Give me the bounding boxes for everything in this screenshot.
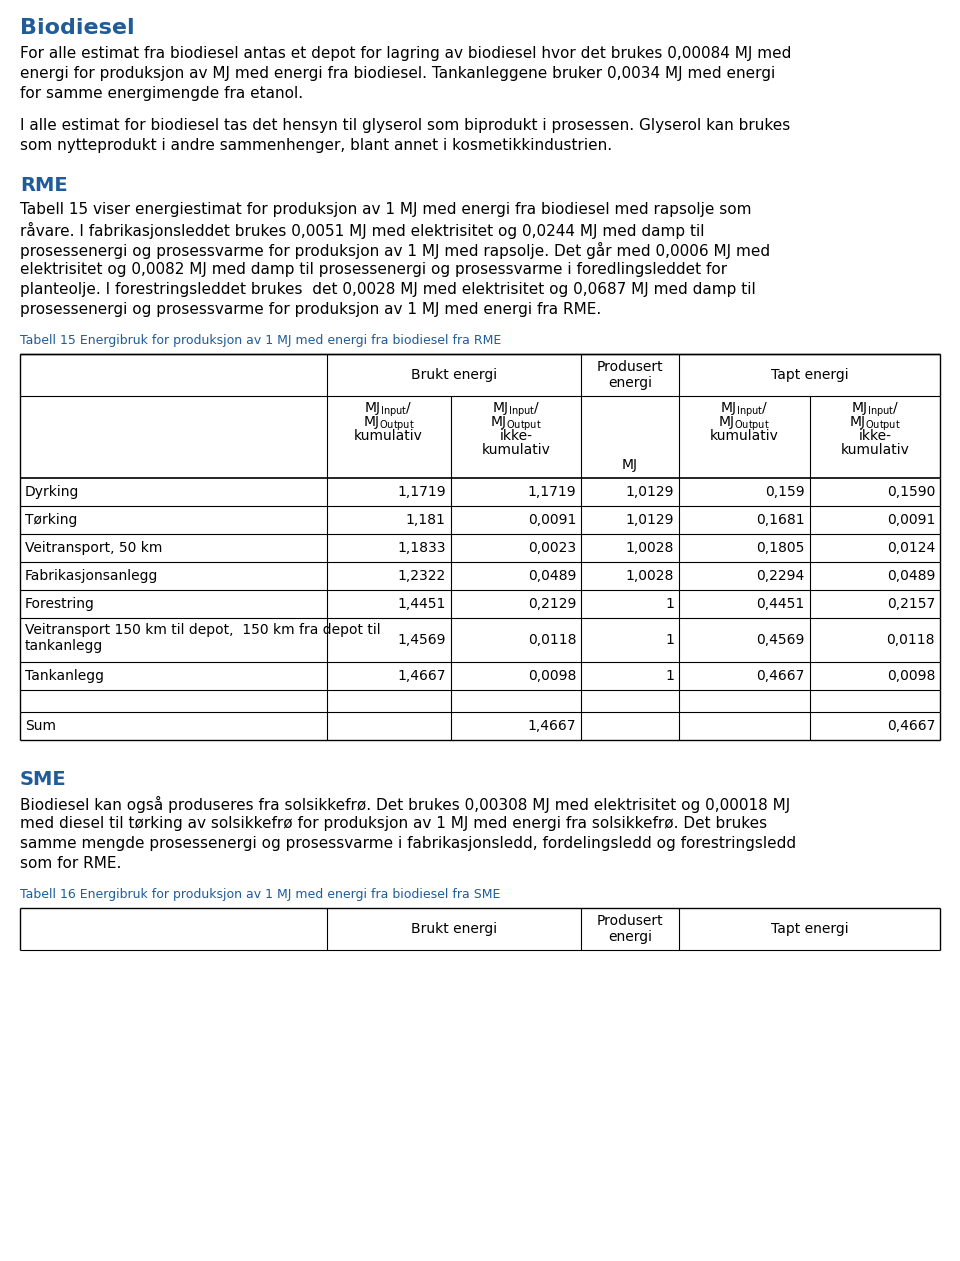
Text: 1: 1: [665, 596, 674, 612]
Text: Tapt energi: Tapt energi: [771, 368, 849, 382]
Text: RME: RME: [20, 177, 67, 195]
Text: Tabell 15 viser energiestimat for produksjon av 1 MJ med energi fra biodiesel me: Tabell 15 viser energiestimat for produk…: [20, 202, 752, 217]
Text: Produsert
energi: Produsert energi: [597, 914, 663, 944]
Text: tankanlegg: tankanlegg: [25, 639, 104, 653]
Text: 0,0023: 0,0023: [528, 541, 576, 555]
Text: 0,4667: 0,4667: [756, 670, 804, 683]
Text: 0,1681: 0,1681: [756, 513, 804, 527]
Text: 0,0091: 0,0091: [887, 513, 935, 527]
Text: For alle estimat fra biodiesel antas et depot for lagring av biodiesel hvor det : For alle estimat fra biodiesel antas et …: [20, 45, 791, 61]
Text: 1,4569: 1,4569: [397, 633, 445, 647]
Text: 0,0098: 0,0098: [528, 670, 576, 683]
Text: energi for produksjon av MJ med energi fra biodiesel. Tankanleggene bruker 0,003: energi for produksjon av MJ med energi f…: [20, 66, 776, 81]
Text: 1,0129: 1,0129: [626, 485, 674, 499]
Text: 0,0098: 0,0098: [887, 670, 935, 683]
Text: Fabrikasjonsanlegg: Fabrikasjonsanlegg: [25, 569, 158, 583]
Text: MJ$_{\mathrm{Input}}$/: MJ$_{\mathrm{Input}}$/: [720, 401, 768, 420]
Text: planteolje. I forestringsleddet brukes  det 0,0028 MJ med elektrisitet og 0,0687: planteolje. I forestringsleddet brukes d…: [20, 282, 756, 298]
Text: Tørking: Tørking: [25, 513, 78, 527]
Text: MJ: MJ: [622, 458, 638, 472]
Text: samme mengde prosessenergi og prosessvarme i fabrikasjonsledd, fordelingsledd og: samme mengde prosessenergi og prosessvar…: [20, 836, 796, 851]
Text: 1,0028: 1,0028: [626, 541, 674, 555]
Text: I alle estimat for biodiesel tas det hensyn til glyserol som biprodukt i prosess: I alle estimat for biodiesel tas det hen…: [20, 119, 790, 132]
Text: 1,181: 1,181: [406, 513, 445, 527]
Text: 0,0118: 0,0118: [886, 633, 935, 647]
Text: 0,4451: 0,4451: [756, 596, 804, 612]
Text: MJ$_{\mathrm{Output}}$: MJ$_{\mathrm{Output}}$: [718, 415, 770, 434]
Text: MJ$_{\mathrm{Output}}$: MJ$_{\mathrm{Output}}$: [849, 415, 900, 434]
Text: Biodiesel kan også produseres fra solsikkefrø. Det brukes 0,00308 MJ med elektri: Biodiesel kan også produseres fra solsik…: [20, 796, 790, 813]
Text: Sum: Sum: [25, 719, 56, 733]
Text: 0,1590: 0,1590: [887, 485, 935, 499]
Text: Produsert
energi: Produsert energi: [597, 359, 663, 390]
Text: kumulativ: kumulativ: [482, 443, 550, 456]
Text: 0,0489: 0,0489: [887, 569, 935, 583]
Text: Tabell 15 Energibruk for produksjon av 1 MJ med energi fra biodiesel fra RME: Tabell 15 Energibruk for produksjon av 1…: [20, 334, 501, 347]
Text: MJ$_{\mathrm{Output}}$: MJ$_{\mathrm{Output}}$: [363, 415, 415, 434]
Text: som nytteprodukt i andre sammenhenger, blant annet i kosmetikkindustrien.: som nytteprodukt i andre sammenhenger, b…: [20, 137, 612, 153]
Text: 0,2157: 0,2157: [887, 596, 935, 612]
Text: Dyrking: Dyrking: [25, 485, 80, 499]
Text: Biodiesel: Biodiesel: [20, 18, 134, 38]
Text: 0,4569: 0,4569: [756, 633, 804, 647]
Text: SME: SME: [20, 770, 66, 789]
Text: Brukt energi: Brukt energi: [411, 922, 497, 936]
Text: Tabell 16 Energibruk for produksjon av 1 MJ med energi fra biodiesel fra SME: Tabell 16 Energibruk for produksjon av 1…: [20, 888, 500, 902]
Text: 1,4667: 1,4667: [397, 670, 445, 683]
Text: 1: 1: [665, 633, 674, 647]
Text: Brukt energi: Brukt energi: [411, 368, 497, 382]
Text: 1,4667: 1,4667: [528, 719, 576, 733]
Text: 1,1719: 1,1719: [397, 485, 445, 499]
Text: for samme energimengde fra etanol.: for samme energimengde fra etanol.: [20, 86, 303, 101]
Text: 1: 1: [665, 670, 674, 683]
Text: 0,0118: 0,0118: [528, 633, 576, 647]
Text: Veitransport 150 km til depot,  150 km fra depot til: Veitransport 150 km til depot, 150 km fr…: [25, 623, 380, 637]
Text: kumulativ: kumulativ: [840, 443, 909, 456]
Text: Tapt energi: Tapt energi: [771, 922, 849, 936]
Text: 1,4451: 1,4451: [397, 596, 445, 612]
Text: som for RME.: som for RME.: [20, 856, 121, 871]
Text: Tankanlegg: Tankanlegg: [25, 670, 104, 683]
Text: 0,0091: 0,0091: [528, 513, 576, 527]
Text: 0,159: 0,159: [765, 485, 804, 499]
Text: MJ$_{\mathrm{Input}}$/: MJ$_{\mathrm{Input}}$/: [365, 401, 413, 420]
Text: 0,4667: 0,4667: [887, 719, 935, 733]
Text: ikke-: ikke-: [858, 429, 891, 443]
Text: ikke-: ikke-: [499, 429, 533, 443]
Text: prosessenergi og prosessvarme for produksjon av 1 MJ med rapsolje. Det går med 0: prosessenergi og prosessvarme for produk…: [20, 242, 770, 259]
Text: 1,0028: 1,0028: [626, 569, 674, 583]
Text: 0,2294: 0,2294: [756, 569, 804, 583]
Text: 1,0129: 1,0129: [626, 513, 674, 527]
Text: Forestring: Forestring: [25, 596, 95, 612]
Text: 0,2129: 0,2129: [528, 596, 576, 612]
Text: prosessenergi og prosessvarme for produksjon av 1 MJ med energi fra RME.: prosessenergi og prosessvarme for produk…: [20, 301, 601, 317]
Text: elektrisitet og 0,0082 MJ med damp til prosessenergi og prosessvarme i foredling: elektrisitet og 0,0082 MJ med damp til p…: [20, 262, 727, 277]
Text: 1,2322: 1,2322: [397, 569, 445, 583]
Text: kumulativ: kumulativ: [709, 429, 779, 443]
Text: 0,0489: 0,0489: [528, 569, 576, 583]
Text: MJ$_{\mathrm{Input}}$/: MJ$_{\mathrm{Input}}$/: [851, 401, 899, 420]
Text: MJ$_{\mathrm{Output}}$: MJ$_{\mathrm{Output}}$: [490, 415, 541, 434]
Text: 0,0124: 0,0124: [887, 541, 935, 555]
Text: med diesel til tørking av solsikkefrø for produksjon av 1 MJ med energi fra sols: med diesel til tørking av solsikkefrø fo…: [20, 816, 767, 831]
Text: kumulativ: kumulativ: [354, 429, 423, 443]
Text: Veitransport, 50 km: Veitransport, 50 km: [25, 541, 162, 555]
Text: 1,1719: 1,1719: [527, 485, 576, 499]
Text: MJ$_{\mathrm{Input}}$/: MJ$_{\mathrm{Input}}$/: [492, 401, 540, 420]
Text: 0,1805: 0,1805: [756, 541, 804, 555]
Text: 1,1833: 1,1833: [397, 541, 445, 555]
Text: råvare. I fabrikasjonsleddet brukes 0,0051 MJ med elektrisitet og 0,0244 MJ med : råvare. I fabrikasjonsleddet brukes 0,00…: [20, 222, 705, 240]
